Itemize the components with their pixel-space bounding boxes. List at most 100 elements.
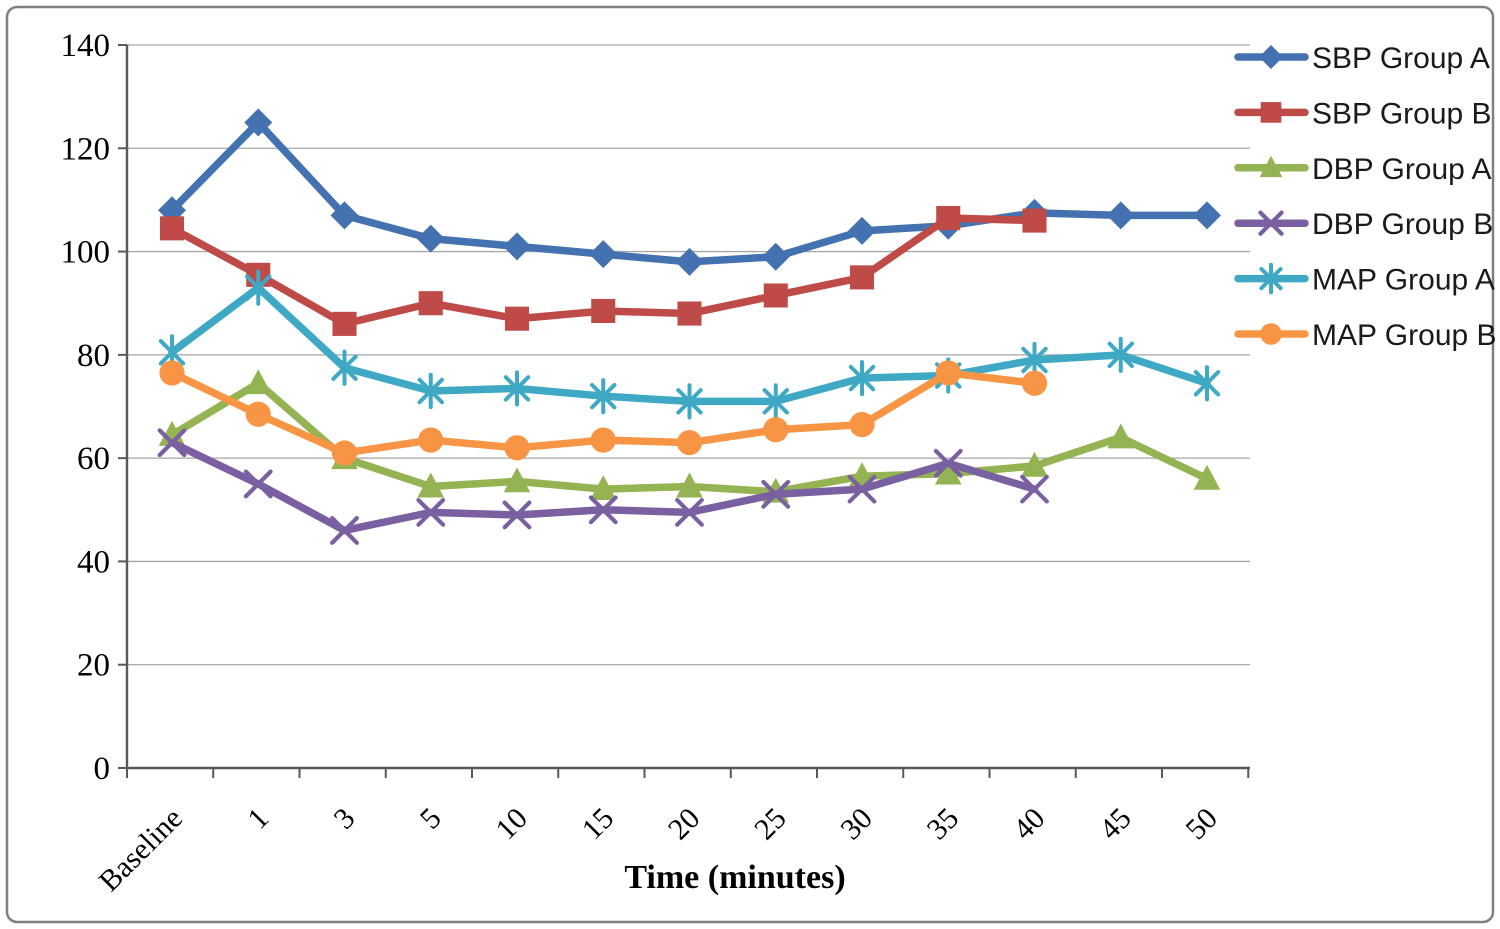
data-point-marker <box>245 269 272 306</box>
x-tick-label: 20 <box>662 802 707 847</box>
figure-border <box>5 5 1495 924</box>
data-point-marker <box>675 497 704 527</box>
data-point-marker <box>676 383 703 420</box>
data-point-marker <box>244 369 272 395</box>
data-point-marker <box>589 240 618 269</box>
series-dbp-group-b <box>157 428 1049 545</box>
series-sbp-group-b <box>159 205 1047 336</box>
data-point-marker <box>416 497 446 527</box>
legend-entry-dbp-group-a: DBP Group A <box>1234 153 1492 186</box>
legend-label: SBP Group B <box>1312 97 1492 130</box>
data-point-marker <box>330 201 359 230</box>
data-point-marker <box>503 467 531 493</box>
x-stroke <box>330 516 359 545</box>
data-point-marker <box>331 349 358 386</box>
data-point-marker <box>1020 474 1049 504</box>
legend-entry-map-group-a: MAP Group A <box>1234 262 1495 297</box>
y-tick-label: 140 <box>61 28 111 64</box>
data-point-marker <box>1193 464 1221 490</box>
data-point-marker <box>1260 102 1282 123</box>
data-point-marker <box>936 205 961 231</box>
data-point-marker <box>935 360 961 386</box>
asterisk-stroke <box>1107 341 1134 369</box>
series-map-group-b <box>159 360 1048 466</box>
legend-label: SBP Group A <box>1312 42 1490 75</box>
data-point-marker <box>677 301 702 326</box>
data-point-marker <box>159 360 185 386</box>
data-point-marker <box>159 216 185 241</box>
x-tick-label: 5 <box>414 802 448 836</box>
legend-entry-map-group-b: MAP Group B <box>1234 319 1497 352</box>
data-point-marker <box>763 417 789 443</box>
data-point-marker <box>849 265 875 290</box>
asterisk-stroke <box>762 388 789 415</box>
data-point-marker <box>848 359 876 397</box>
data-point-marker <box>590 378 617 415</box>
data-point-marker <box>1106 201 1135 230</box>
x-stroke <box>761 479 791 509</box>
asterisk-stroke <box>158 339 186 366</box>
asterisk-stroke <box>590 382 617 410</box>
asterisk-stroke <box>503 375 531 402</box>
data-point-marker <box>934 459 962 485</box>
data-point-marker <box>418 427 444 453</box>
data-point-marker <box>1022 208 1047 233</box>
legend-label: MAP Group B <box>1312 319 1497 352</box>
legend: SBP Group A SBP Group B DBP Group A DBP Gro… <box>1234 42 1497 352</box>
data-point-marker <box>157 428 187 458</box>
data-point-marker <box>243 469 273 499</box>
data-point-marker <box>502 500 532 530</box>
x-tick-label: 50 <box>1179 802 1224 847</box>
series-line-sbp-group-a <box>168 118 1211 266</box>
legend-entry-dbp-group-b: DBP Group B <box>1234 208 1493 241</box>
series-map-group-a <box>158 269 1221 420</box>
data-point-marker <box>1107 423 1135 449</box>
x-stroke <box>243 469 273 499</box>
data-point-marker <box>1021 370 1048 396</box>
data-point-marker <box>588 495 618 525</box>
x-tick-label: 25 <box>748 802 793 847</box>
data-point-marker <box>417 472 445 498</box>
x-axis-title: Time (minutes) <box>624 859 845 896</box>
x-stroke <box>933 448 963 478</box>
x-tick-label: 3 <box>328 802 362 836</box>
data-point-marker <box>589 475 617 501</box>
data-point-marker <box>1259 45 1283 69</box>
data-point-marker <box>676 430 703 456</box>
data-point-marker <box>417 372 444 410</box>
x-tick-label: Baseline <box>93 802 189 898</box>
data-point-marker <box>762 383 789 420</box>
x-tick-label: 10 <box>489 802 534 847</box>
data-point-marker <box>761 479 791 509</box>
asterisk-stroke <box>245 274 272 301</box>
y-tick-label: 40 <box>77 544 110 580</box>
data-point-marker <box>504 306 530 331</box>
data-point-marker <box>848 216 876 245</box>
x-stroke <box>1258 210 1284 236</box>
legend-label: MAP Group A <box>1312 264 1495 297</box>
x-tick-label: 40 <box>1007 802 1052 847</box>
data-point-marker <box>244 108 273 137</box>
series-sbp-group-a <box>158 108 1221 276</box>
data-point-marker <box>1021 451 1048 477</box>
x-stroke <box>847 474 877 504</box>
data-point-marker <box>332 311 357 336</box>
asterisk-stroke <box>676 388 703 415</box>
asterisk-stroke <box>417 377 444 405</box>
data-point-marker <box>933 448 963 478</box>
data-point-marker <box>158 420 186 446</box>
x-tick-label: 45 <box>1093 802 1138 847</box>
x-stroke <box>157 428 187 458</box>
data-point-marker <box>503 232 531 261</box>
x-stroke <box>502 500 532 530</box>
asterisk-stroke <box>331 354 358 381</box>
data-point-marker <box>503 370 531 407</box>
x-stroke <box>416 497 446 527</box>
data-point-marker <box>761 242 790 271</box>
legend-label: DBP Group B <box>1312 208 1493 241</box>
data-point-marker <box>330 516 359 545</box>
legend-label: DBP Group A <box>1312 153 1492 186</box>
y-tick-label: 0 <box>94 751 111 787</box>
